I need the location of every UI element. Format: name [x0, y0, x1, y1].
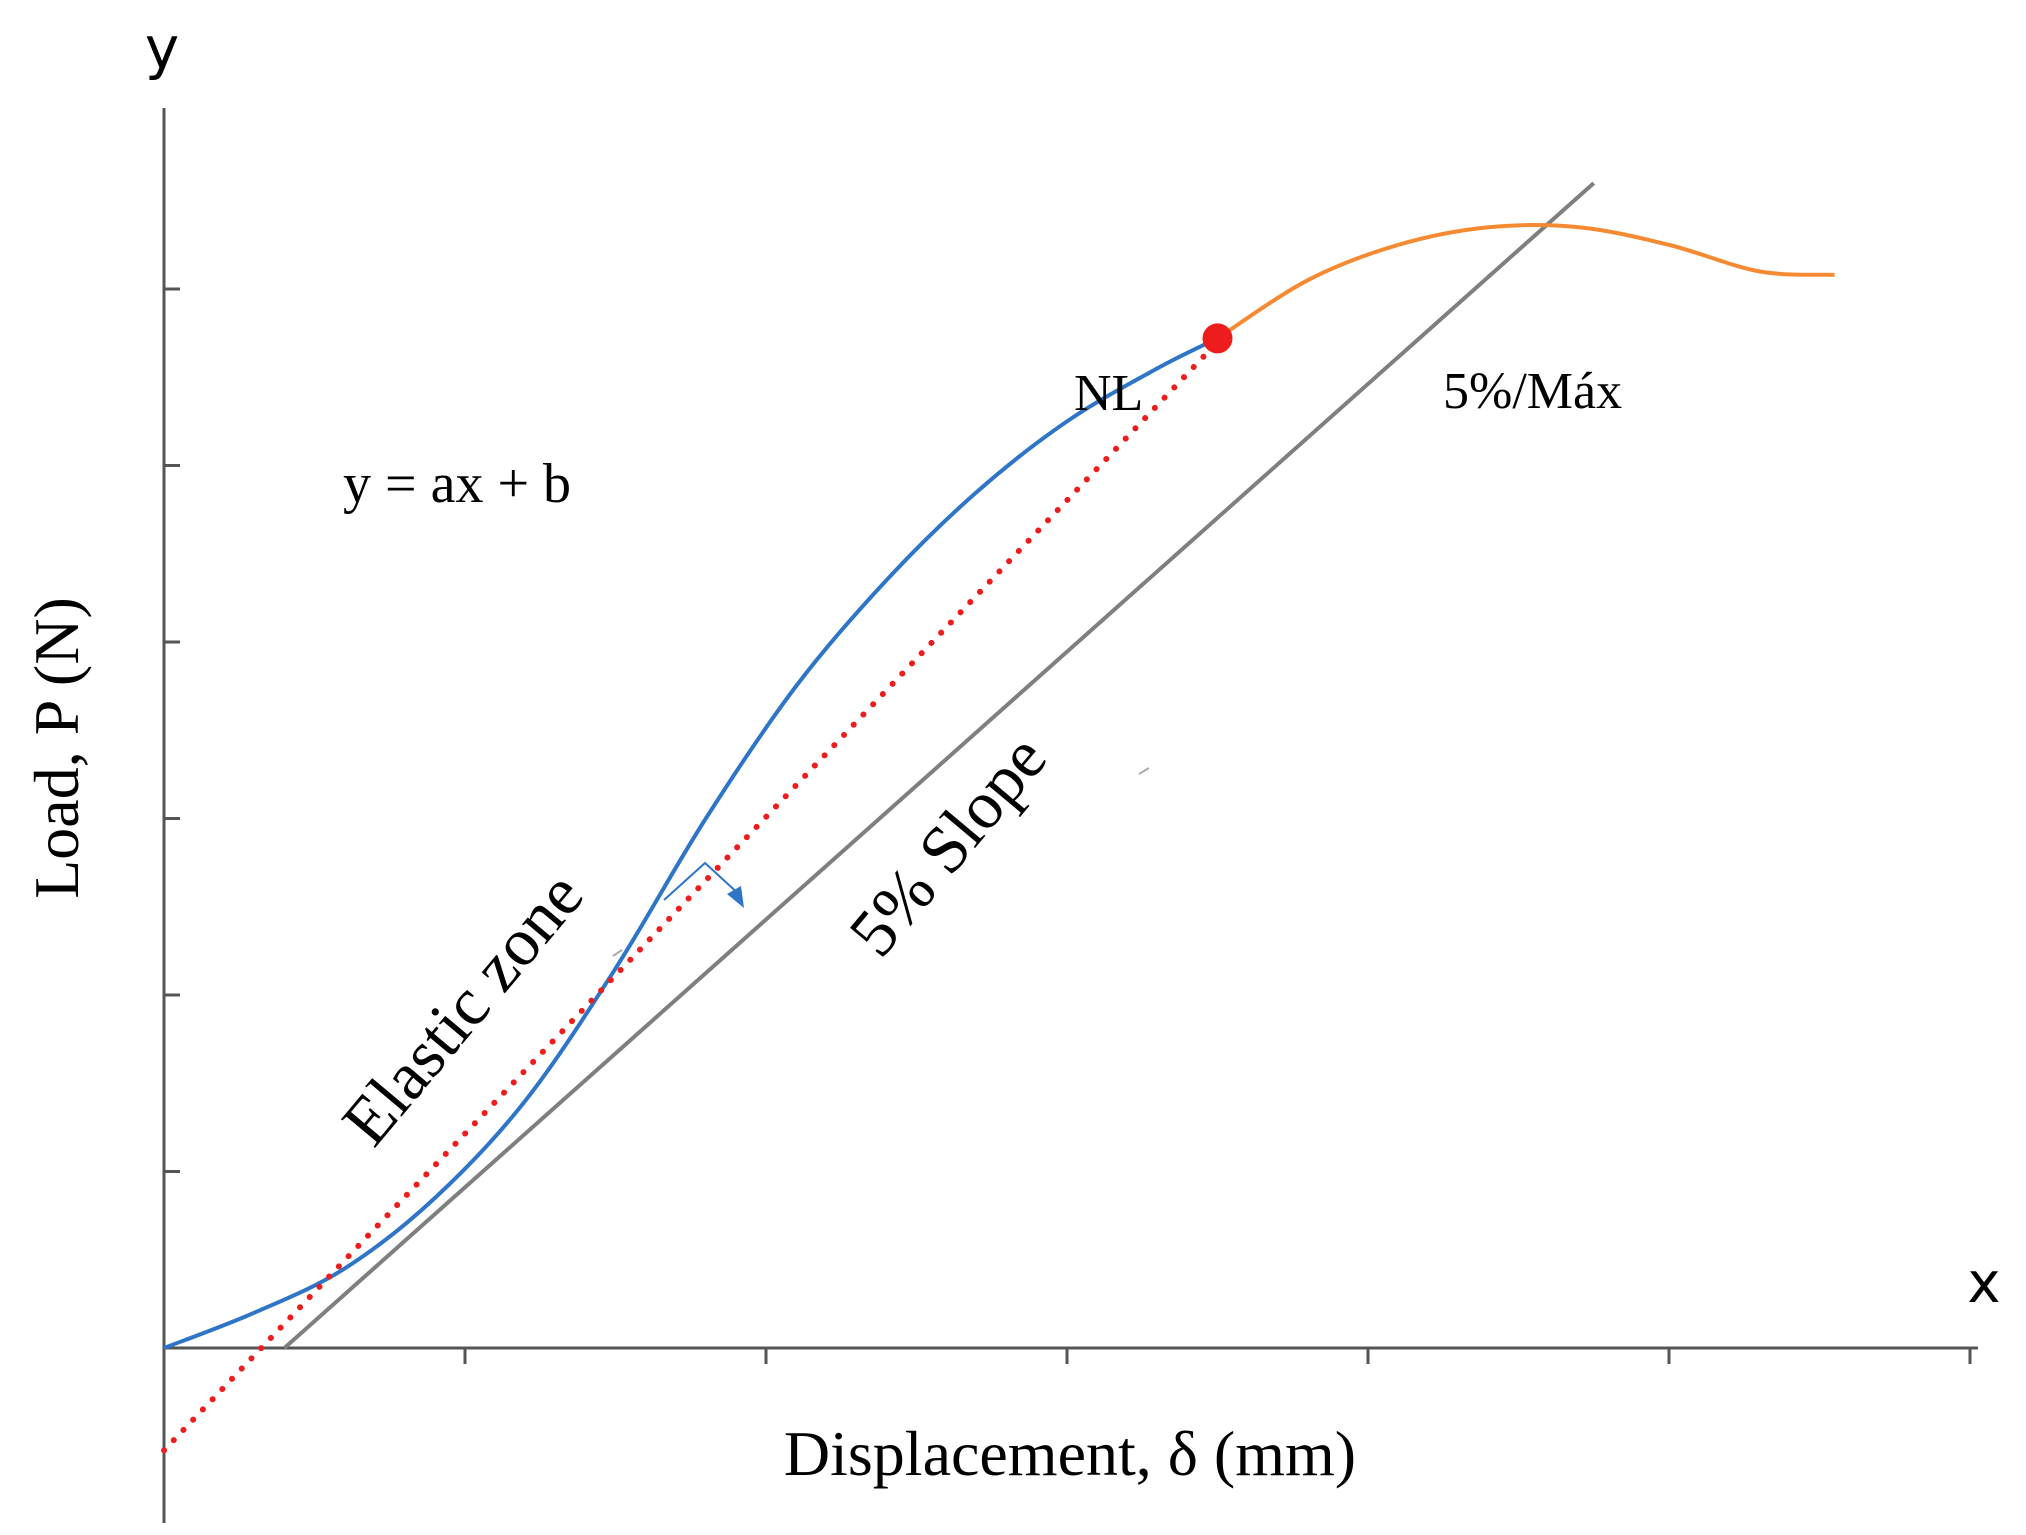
- elastic-zone-arrowhead: [727, 886, 744, 908]
- nl-point: [1202, 323, 1233, 354]
- y-axis-letter: y: [145, 14, 179, 82]
- max-label: 5%/Máx: [1443, 363, 1622, 420]
- x-axis-letter: x: [1967, 1251, 2000, 1316]
- slope-line: [283, 181, 1596, 1350]
- decor-mark-2: [1138, 767, 1150, 775]
- post-nl-curve: [1216, 223, 1835, 341]
- elastic-zone-arrow: [663, 861, 742, 901]
- elastic-zone-label: Elastic zone: [327, 857, 598, 1159]
- elastic-curve: [163, 336, 1219, 1350]
- equation-label: y = ax + b: [343, 453, 571, 515]
- elastic-fit-dotted-line: [161, 338, 1221, 1454]
- axis-ticks: [164, 287, 1972, 1364]
- y-axis-title: Load, P (N): [21, 597, 92, 899]
- nl-label: NL: [1074, 365, 1143, 422]
- x-axis-title: Displacement, δ (mm): [784, 1418, 1356, 1489]
- decor-mark-1: [612, 949, 623, 957]
